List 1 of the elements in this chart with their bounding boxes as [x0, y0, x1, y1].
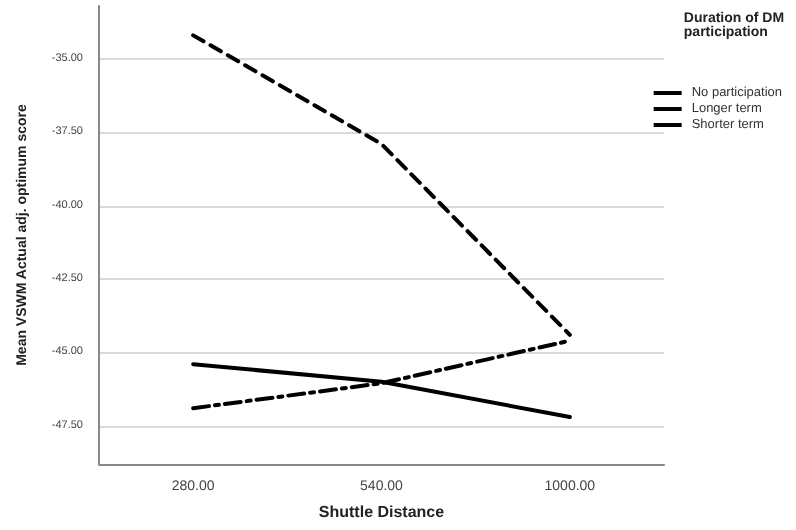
x-axis-title: Shuttle Distance — [318, 503, 446, 521]
